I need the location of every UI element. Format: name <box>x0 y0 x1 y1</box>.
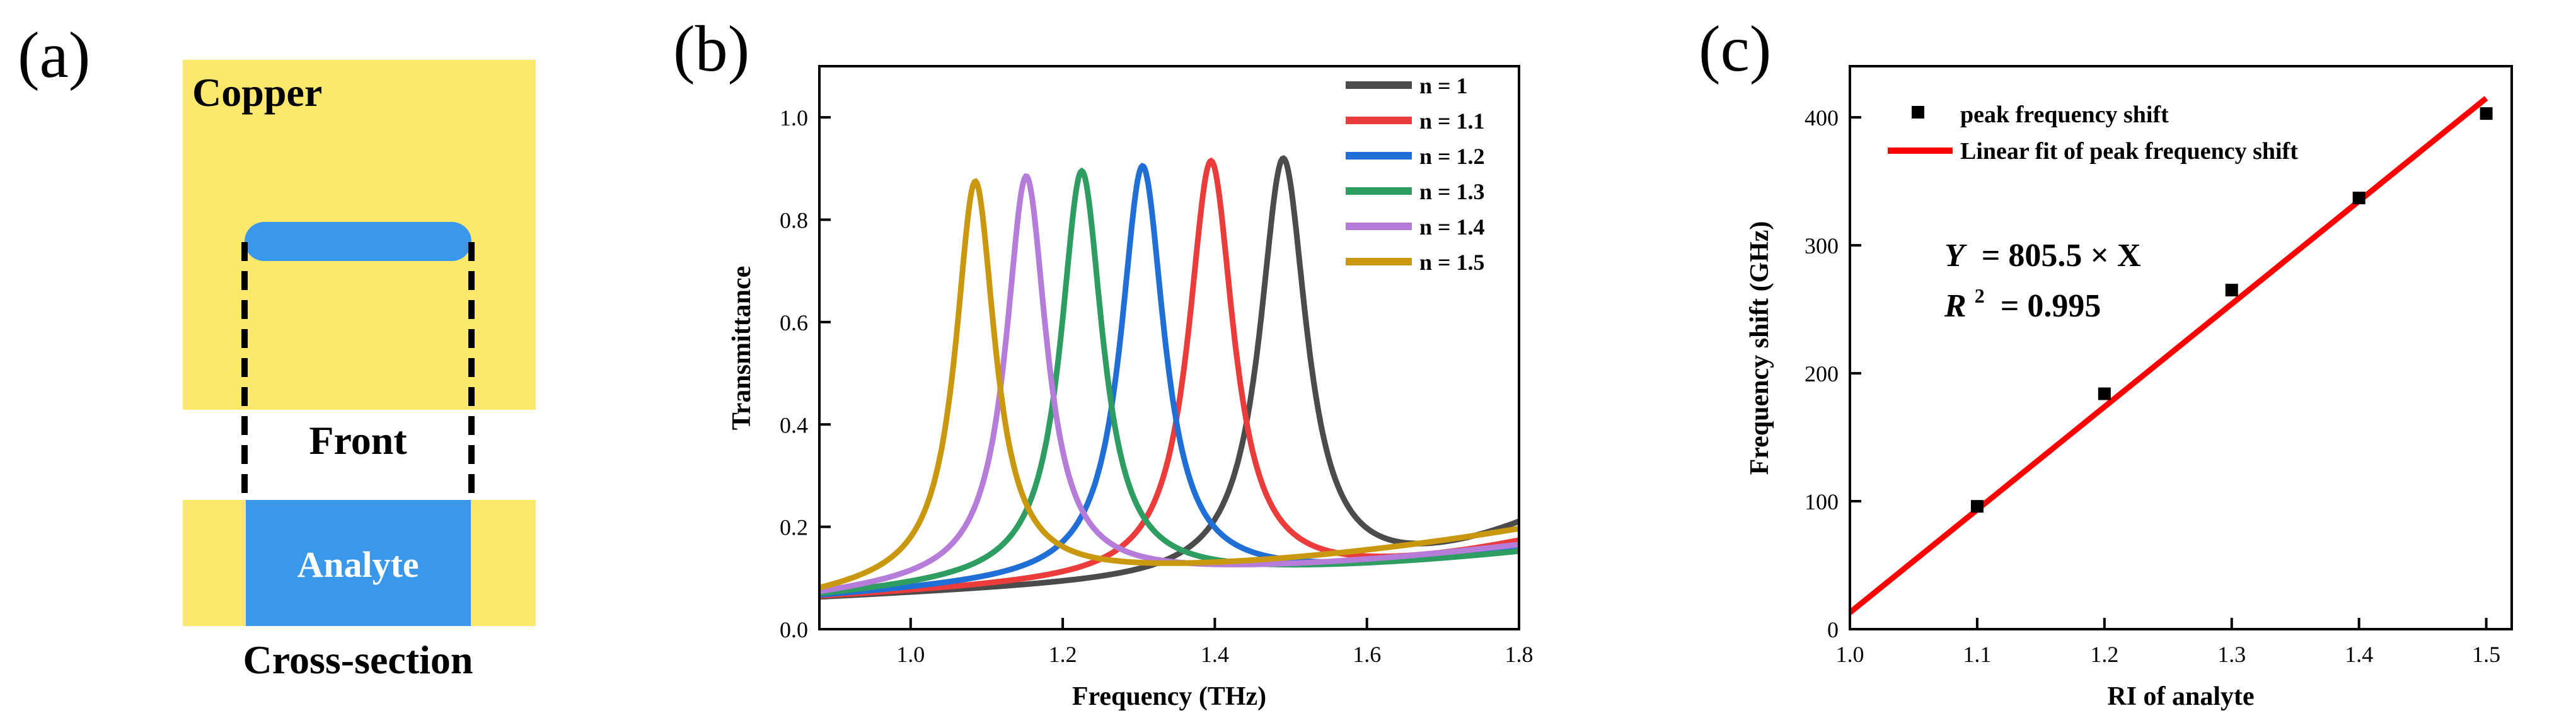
analyte-cross-section <box>246 500 471 626</box>
front-label: Front <box>309 418 407 463</box>
cross-section-label: Cross-section <box>243 637 473 682</box>
series-line-2 <box>819 163 1520 598</box>
y-tick-label-b-4: 0.8 <box>780 208 808 233</box>
series-line-3 <box>819 167 1520 596</box>
data-point-4 <box>2480 107 2493 120</box>
legend-label-b-4: n = 1.4 <box>1419 214 1485 240</box>
r-squared-annotation: R 2 = 0.995 <box>1944 274 2101 324</box>
equation-annotation: Y = 805.5 × X <box>1944 238 2141 274</box>
data-point-3 <box>2352 192 2365 205</box>
y-tick-label-c-4: 400 <box>1805 105 1839 130</box>
x-tick-label-b-1: 1.2 <box>1049 642 1077 667</box>
y-axis-label-b: Transmittance <box>727 266 756 431</box>
x-axis-label-b: Frequency (THz) <box>1072 682 1266 711</box>
copper-label: Copper <box>192 70 322 115</box>
transmittance-curves <box>818 155 1520 600</box>
y-tick-label-b-3: 0.6 <box>780 310 808 335</box>
x-tick-label-c-0: 1.0 <box>1836 642 1864 667</box>
transmittance-chart: 1.0 1.2 1.4 1.6 1.8 0.0 0.2 0.4 0.6 0.8 1.0 n = 1… <box>727 65 1533 711</box>
x-tick-label-c-3: 1.3 <box>2217 642 2246 667</box>
panel-b-tag: (b) <box>673 13 749 85</box>
x-tick-label-b-0: 1.0 <box>896 642 925 667</box>
legend-marker-points <box>1912 106 1924 119</box>
x-tick-label-b-3: 1.6 <box>1353 642 1381 667</box>
legend-label-b-2: n = 1.2 <box>1419 144 1485 169</box>
x-axis-label-c: RI of analyte <box>2107 682 2254 711</box>
y-tick-label-b-2: 0.4 <box>780 412 808 438</box>
y-tick-label-c-0: 0 <box>1827 617 1839 642</box>
y-tick-label-c-1: 100 <box>1805 489 1839 514</box>
x-tick-label-c-1: 1.1 <box>1963 642 1991 667</box>
x-tick-label-c-4: 1.4 <box>2345 642 2373 667</box>
y-tick-label-b-0: 0.0 <box>780 617 808 642</box>
data-point-1 <box>2098 387 2111 400</box>
x-tick-label-c-2: 1.2 <box>2090 642 2118 667</box>
series-line-5 <box>818 178 1520 591</box>
legend-label-points: peak frequency shift <box>1960 102 2169 128</box>
y-tick-label-c-3: 300 <box>1805 233 1839 258</box>
legend-label-b-0: n = 1 <box>1419 73 1468 98</box>
legend-label-b-5: n = 1.5 <box>1419 250 1485 275</box>
plot-frame-b <box>818 65 1520 630</box>
panel-c-tag: (c) <box>1699 13 1771 85</box>
legend-label-b-3: n = 1.3 <box>1419 179 1485 204</box>
fit-line <box>1848 96 2488 615</box>
legend-label-b-1: n = 1.1 <box>1419 108 1485 134</box>
y-tick-label-c-2: 200 <box>1805 361 1839 386</box>
y-tick-label-b-1: 0.2 <box>780 515 808 540</box>
x-tick-label-b-4: 1.8 <box>1505 642 1533 667</box>
analyte-label: Analyte <box>297 544 419 585</box>
data-point-2 <box>2225 284 2238 297</box>
data-point-0 <box>1970 500 1984 513</box>
x-tick-label-b-2: 1.4 <box>1201 642 1229 667</box>
y-tick-label-b-5: 1.0 <box>780 105 808 130</box>
plot-frame-c <box>1849 65 2513 630</box>
legend-label-fit: Linear fit of peak frequency shift <box>1960 138 2298 165</box>
panel-a-tag: (a) <box>18 19 90 91</box>
frequency-shift-chart: 1.0 1.1 1.2 1.3 1.4 1.5 0 100 200 300 400 peak fr… <box>1745 65 2513 711</box>
x-tick-label-c-5: 1.5 <box>2472 642 2500 667</box>
y-axis-label-c: Frequency shift (GHz) <box>1745 221 1774 475</box>
analyte-channel-front <box>245 222 471 261</box>
